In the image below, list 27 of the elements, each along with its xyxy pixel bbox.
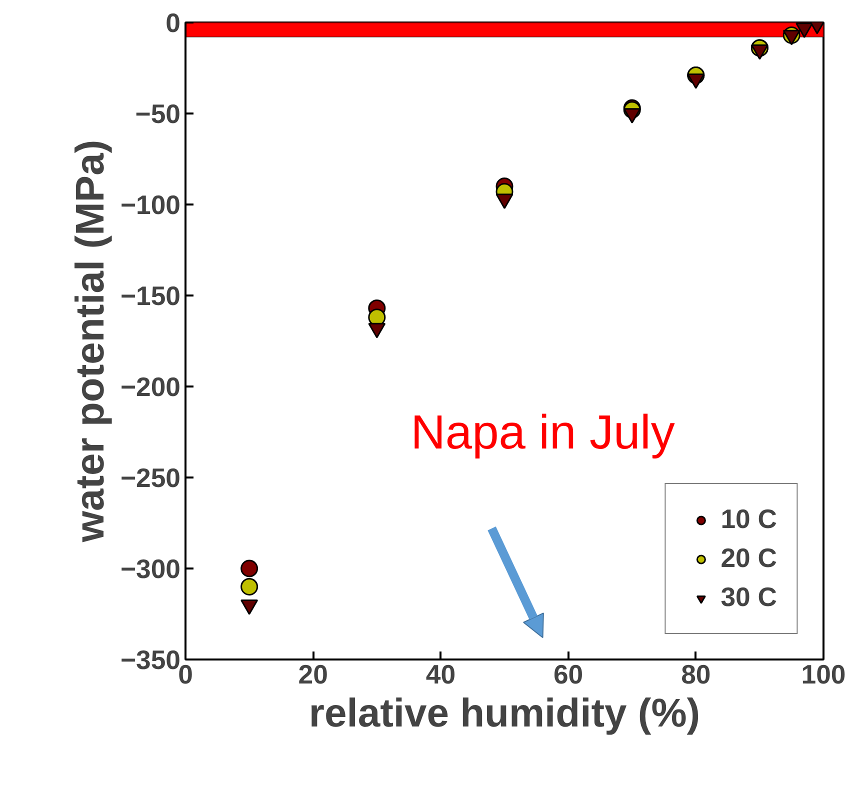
y-tick-label: 0 [166,8,181,38]
x-tick-label: 60 [553,660,584,690]
point [240,560,258,578]
point [623,108,641,124]
y-tick-label: −250 [120,463,181,493]
y-tick-label: −100 [120,190,181,220]
x-tick-label: 40 [426,660,456,690]
x-axis-title: relative humidity (%) [308,692,700,736]
legend-label: 20 C [720,543,777,574]
point [240,578,258,596]
annotation: Napa in July [410,406,675,460]
x-tick-label: 100 [801,660,846,690]
y-axis-title: water potential (MPa) [68,140,112,544]
y-tick-label: −50 [135,99,180,129]
point [496,194,514,210]
x-tick-label: 20 [298,660,328,690]
point [796,22,814,38]
point [368,322,386,338]
legend-label: 30 C [720,582,777,613]
point [782,30,800,46]
y-tick-label: −200 [120,372,181,402]
y-tick-label: −300 [120,554,181,584]
x-tick-label: 80 [681,660,711,690]
y-tick-label: −150 [120,281,181,311]
point [750,44,768,60]
legend-label: 10 C [720,504,777,535]
point [687,74,705,89]
